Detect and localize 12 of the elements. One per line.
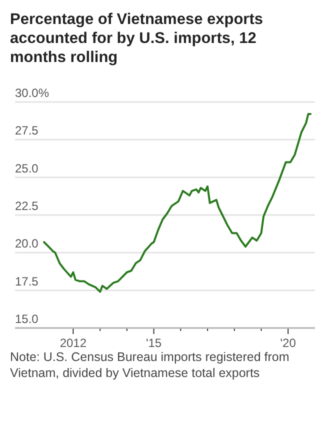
chart-title: Percentage of Vietnamese exports accounted for by U.S. imports, 12 months rolling	[10, 11, 263, 66]
y-tick-label: 25.0	[15, 161, 39, 176]
y-tick-label: 17.5	[15, 274, 39, 288]
x-tick-label: 2012	[60, 336, 87, 350]
y-tick-label: 20.0	[15, 236, 39, 251]
y-tick-label: 22.5	[15, 199, 39, 213]
x-tick-label: '20	[280, 336, 296, 350]
y-tick-label: 30.0%	[15, 86, 50, 100]
x-tick-label: '15	[146, 336, 162, 350]
y-tick-label: 27.5	[15, 124, 39, 138]
text: Note: U.S. Census Bureau imports registered from Vietnam, divided by Vietnamese total exports	[10, 350, 290, 380]
y-tick-label: 15.0	[15, 312, 39, 326]
